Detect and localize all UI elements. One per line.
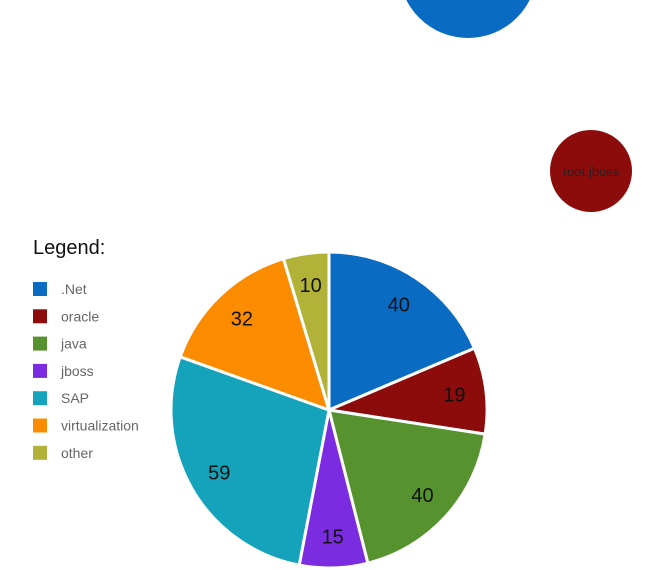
legend-item: other: [33, 445, 93, 461]
bubble: [406, 0, 530, 38]
slice-data-label: 40: [411, 485, 433, 507]
legend-swatch: [33, 282, 47, 296]
bubble: [550, 130, 632, 212]
legend-swatch: [33, 445, 47, 460]
legend-label: virtualization: [61, 418, 139, 434]
legend-swatch: [33, 363, 47, 378]
legend: Legend: .Net oracle java jboss SAP virtualiza…: [33, 237, 139, 461]
legend-swatch: [33, 418, 47, 433]
slice-data-label: 15: [322, 526, 344, 548]
pie-slice: [281, 250, 331, 412]
pie-slice: [327, 408, 487, 565]
pie-slice: [327, 346, 489, 436]
bubble-group: root.jboss: [406, 0, 632, 212]
legend-item: virtualization: [33, 418, 139, 434]
legend-label: oracle: [61, 308, 99, 324]
legend-label: SAP: [61, 390, 89, 406]
slice-data-label: 32: [231, 308, 253, 330]
legend-item: .Net: [33, 281, 87, 297]
legend-item: SAP: [33, 390, 89, 406]
legend-label: java: [60, 336, 87, 352]
legend-label: .Net: [61, 281, 87, 297]
legend-item: java: [33, 336, 87, 352]
legend-label: jboss: [60, 363, 94, 379]
slice-data-label: 59: [208, 463, 230, 485]
legend-title: Legend:: [33, 237, 105, 259]
slice-data-label: 40: [388, 295, 410, 317]
legend-swatch: [33, 336, 47, 351]
legend-item: jboss: [33, 363, 94, 379]
pie-slice: [178, 257, 331, 412]
pie-chart: [169, 250, 489, 570]
legend-swatch: [33, 309, 47, 324]
legend-swatch: [33, 391, 47, 406]
legend-item: oracle: [33, 308, 99, 324]
legend-label: other: [61, 445, 93, 461]
pie-slice: [327, 250, 476, 412]
slice-data-label: 19: [443, 384, 465, 406]
pie-data-labels: 40 19 40 15 59 32 10: [208, 275, 465, 548]
bubble-label: root.jboss: [563, 164, 620, 179]
slice-data-label: 10: [299, 275, 321, 297]
pie-slice: [169, 355, 331, 567]
